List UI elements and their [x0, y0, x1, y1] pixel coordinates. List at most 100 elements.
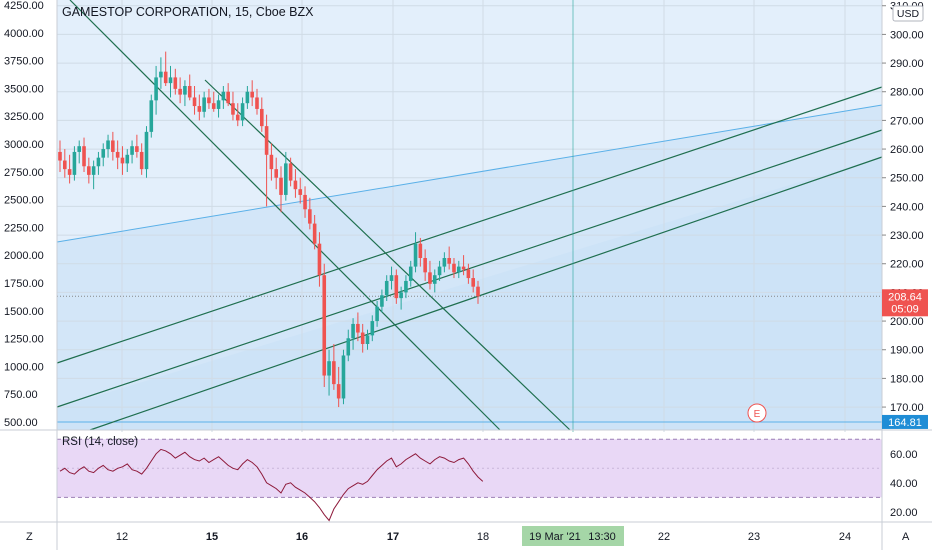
- candle-body: [279, 177, 283, 195]
- candle-body: [269, 154, 274, 170]
- candle-body: [375, 306, 379, 322]
- candle-body: [404, 280, 408, 293]
- candle-body: [111, 140, 115, 152]
- candle-body: [442, 258, 447, 267]
- candle-body: [87, 166, 91, 175]
- ascending-channel-upper: [56, 86, 883, 364]
- candle-body: [456, 266, 461, 273]
- candle-body: [327, 361, 331, 376]
- candle-body: [211, 103, 216, 109]
- candle-body: [173, 77, 178, 89]
- candle-body: [82, 146, 86, 167]
- ascending-channel-lower: [89, 156, 883, 431]
- right-axis-tick: 240.00: [890, 201, 924, 213]
- rsi-line: [59, 448, 484, 522]
- left-axis-tick: 1250.00: [4, 334, 44, 346]
- time-axis-tick: 24: [839, 531, 851, 543]
- left-axis-tick: 3000.00: [4, 139, 44, 151]
- candle-body: [77, 146, 82, 152]
- left-axis-tick: 2500.00: [4, 195, 44, 207]
- left-axis-tick: 2000.00: [4, 250, 44, 262]
- candle-body: [101, 149, 106, 158]
- candle-body: [437, 266, 442, 276]
- time-axis-tick: 22: [658, 531, 670, 543]
- time-axis-tick: 15: [206, 531, 218, 543]
- candle-body: [130, 146, 134, 155]
- left-axis-tick: 4000.00: [4, 28, 44, 40]
- ascending-channel-middle: [56, 129, 883, 408]
- candle-body: [346, 338, 351, 356]
- price-tag: [882, 289, 928, 317]
- candle-body: [183, 86, 187, 95]
- candle-body: [235, 114, 240, 121]
- right-axis-tick: 170.00: [890, 402, 924, 414]
- cursor-time: 13:30: [588, 531, 616, 543]
- candle-body: [178, 88, 182, 95]
- candle-body: [308, 209, 312, 224]
- candle-body: [192, 97, 197, 107]
- left-axis-tick: 3250.00: [4, 111, 44, 123]
- candle-body: [202, 97, 206, 112]
- left-axis-tick: 500.00: [4, 417, 38, 429]
- candle-body: [423, 258, 427, 273]
- right-axis-tick: 180.00: [890, 373, 924, 385]
- candle-body: [135, 146, 139, 152]
- candle-body: [408, 266, 413, 281]
- right-axis-tick: 300.00: [890, 29, 924, 41]
- candle-body: [226, 91, 230, 104]
- right-axis-tick: 250.00: [890, 173, 924, 185]
- candle-body: [231, 103, 235, 115]
- candle-body: [384, 280, 389, 296]
- candle-body: [284, 163, 288, 195]
- candle-body: [274, 169, 279, 178]
- currency-button-label: USD: [897, 8, 920, 20]
- candle-body: [288, 163, 293, 181]
- earnings-marker-label: E: [754, 409, 761, 420]
- candle-body: [360, 332, 365, 344]
- candle-body: [250, 91, 254, 98]
- auto-scale-right-button[interactable]: A: [902, 531, 910, 543]
- candle-body: [63, 160, 67, 170]
- candle-body: [356, 323, 360, 333]
- left-axis-tick: 1000.00: [4, 361, 44, 373]
- left-axis-tick: 4250.00: [4, 0, 44, 12]
- candle-body: [149, 100, 154, 132]
- left-axis-tick: 750.00: [4, 389, 38, 401]
- left-axis-tick: 1500.00: [4, 306, 44, 318]
- right-axis-tick: 280.00: [890, 87, 924, 99]
- candle-body: [187, 86, 192, 98]
- rsi-axis-tick: 40.00: [890, 478, 918, 490]
- candle-body: [447, 258, 451, 264]
- right-axis-tick: 230.00: [890, 230, 924, 242]
- candle-body: [332, 361, 336, 385]
- candle-body: [91, 166, 96, 175]
- rsi-band: [57, 439, 882, 498]
- right-axis-tick: 200.00: [890, 316, 924, 328]
- time-axis-tick: 17: [387, 531, 399, 543]
- currency-button-frame: [892, 5, 924, 22]
- cursor-date-tag: [522, 526, 624, 546]
- time-axis-tick: 16: [296, 531, 308, 543]
- right-axis-tick: 270.00: [890, 115, 924, 127]
- rsi-axis-tick: 60.00: [890, 449, 918, 461]
- descending-channel-upper: [69, 0, 501, 431]
- candle-body: [159, 71, 163, 78]
- candle-body: [336, 384, 341, 399]
- channel-shading-lower: [57, 157, 882, 430]
- candle-body: [312, 223, 317, 244]
- candle-body: [106, 140, 110, 150]
- candle-body: [389, 275, 394, 281]
- left-axis-tick: 2750.00: [4, 167, 44, 179]
- candle-body: [341, 355, 346, 399]
- auto-scale-left-button[interactable]: Z: [26, 531, 33, 543]
- time-axis-tick: 18: [477, 531, 489, 543]
- candle-body: [351, 323, 355, 339]
- candle-body: [471, 278, 475, 287]
- candle-body: [240, 103, 245, 121]
- symbol-title: GAMESTOP CORPORATION, 15, Cboe BZX: [62, 5, 314, 19]
- right-axis-tick: 260.00: [890, 144, 924, 156]
- fib-line: [56, 104, 883, 243]
- candle-body: [197, 106, 202, 112]
